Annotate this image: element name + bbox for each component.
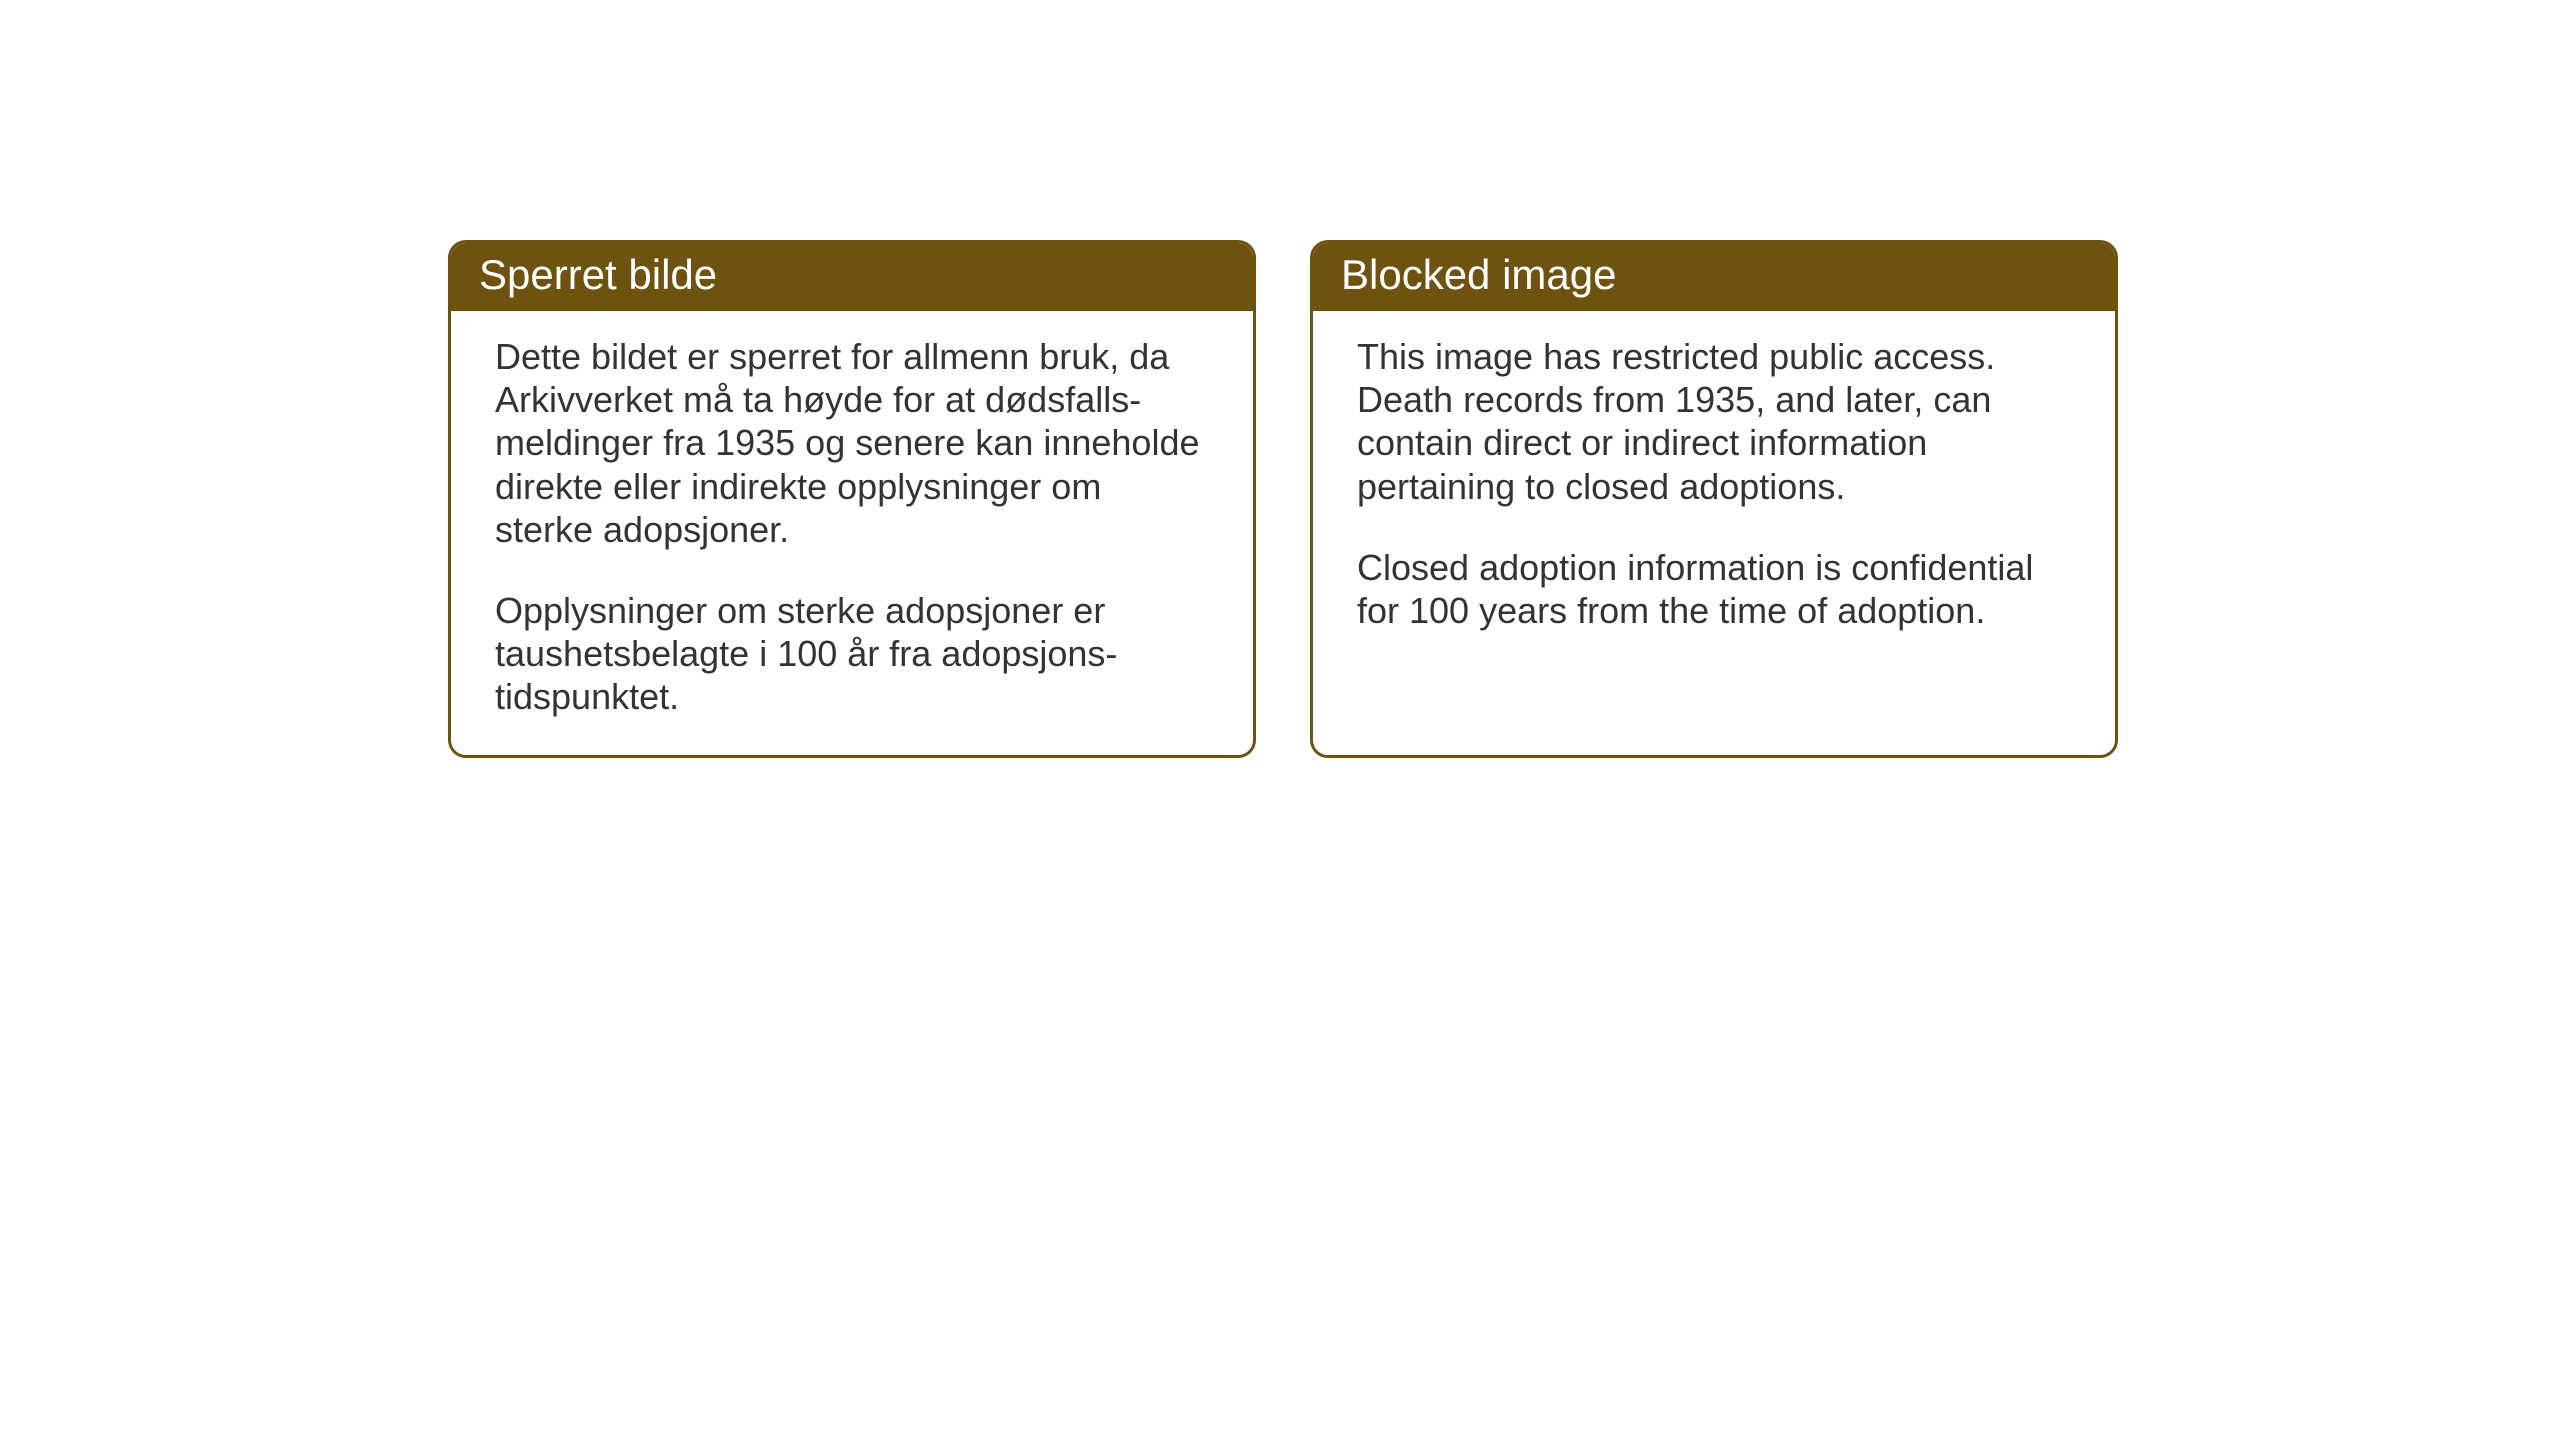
card-body-english: This image has restricted public access.… xyxy=(1313,311,2115,668)
card-title-norwegian: Sperret bilde xyxy=(479,251,717,298)
card-paragraph-2-english: Closed adoption information is confident… xyxy=(1357,546,2071,632)
card-paragraph-1-norwegian: Dette bildet er sperret for allmenn bruk… xyxy=(495,335,1209,551)
card-header-norwegian: Sperret bilde xyxy=(451,243,1253,311)
card-body-norwegian: Dette bildet er sperret for allmenn bruk… xyxy=(451,311,1253,755)
card-norwegian: Sperret bilde Dette bildet er sperret fo… xyxy=(448,240,1256,758)
card-english: Blocked image This image has restricted … xyxy=(1310,240,2118,758)
cards-container: Sperret bilde Dette bildet er sperret fo… xyxy=(448,240,2118,758)
card-header-english: Blocked image xyxy=(1313,243,2115,311)
card-title-english: Blocked image xyxy=(1341,251,1616,298)
card-paragraph-2-norwegian: Opplysninger om sterke adopsjoner er tau… xyxy=(495,589,1209,719)
card-paragraph-1-english: This image has restricted public access.… xyxy=(1357,335,2071,508)
